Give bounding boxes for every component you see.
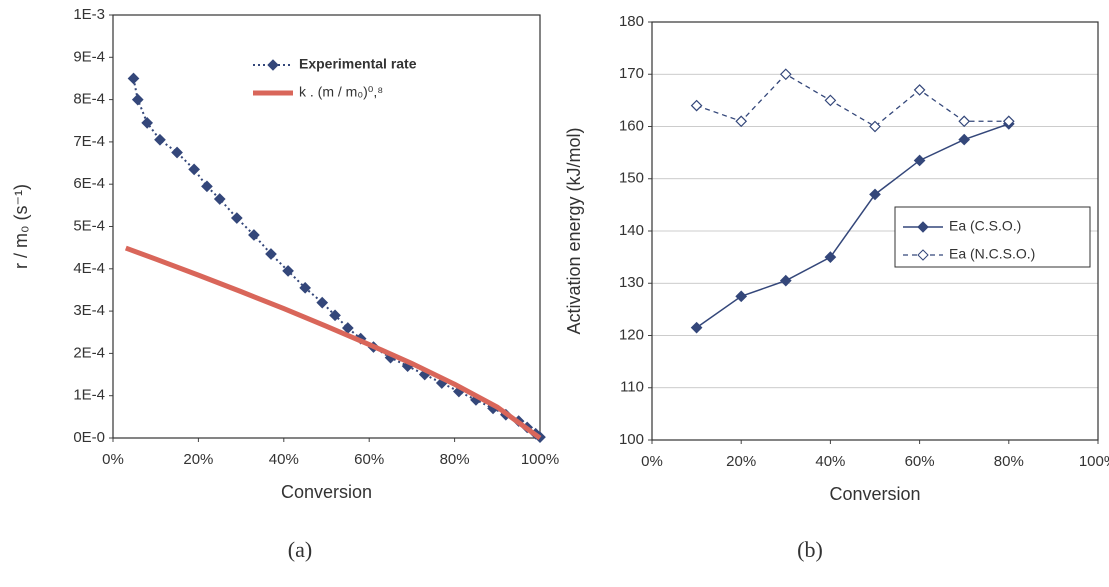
marker xyxy=(825,252,835,262)
x-tick-label: 100% xyxy=(521,451,559,468)
y-axis-label: Activation energy (kJ/mol) xyxy=(564,127,584,334)
x-tick-label: 0% xyxy=(641,453,663,470)
x-tick-label: 40% xyxy=(815,453,845,470)
marker xyxy=(155,135,165,145)
x-tick-label: 40% xyxy=(269,451,299,468)
x-tick-label: 0% xyxy=(102,451,124,468)
y-tick-label: 180 xyxy=(619,13,644,30)
marker xyxy=(172,147,182,157)
marker xyxy=(202,181,212,191)
y-tick-label: 2E-4 xyxy=(73,344,105,361)
caption: (a) xyxy=(288,537,312,562)
marker xyxy=(692,323,702,333)
y-tick-label: 170 xyxy=(619,65,644,82)
y-axis-label: r / m₀ (s⁻¹) xyxy=(11,184,31,269)
y-tick-label: 100 xyxy=(619,431,644,448)
y-tick-label: 3E-4 xyxy=(73,302,105,319)
y-tick-label: 130 xyxy=(619,274,644,291)
legend-marker xyxy=(268,60,278,70)
legend-label: k . (m / m₀)⁰,⁸ xyxy=(299,84,383,100)
marker xyxy=(189,164,199,174)
marker xyxy=(249,230,259,240)
caption: (b) xyxy=(797,537,823,562)
x-axis-label: Conversion xyxy=(281,482,372,502)
x-axis-label: Conversion xyxy=(829,484,920,504)
marker xyxy=(266,249,276,259)
marker xyxy=(128,73,138,83)
marker xyxy=(781,69,791,79)
y-tick-label: 8E-4 xyxy=(73,91,105,108)
legend-label: Ea (N.C.S.O.) xyxy=(949,246,1035,262)
marker xyxy=(959,116,969,126)
y-tick-label: 150 xyxy=(619,170,644,187)
y-tick-label: 140 xyxy=(619,222,644,239)
x-tick-label: 20% xyxy=(183,451,213,468)
marker xyxy=(781,276,791,286)
y-tick-label: 4E-4 xyxy=(73,260,105,277)
plot-frame xyxy=(113,15,540,438)
y-tick-label: 7E-4 xyxy=(73,133,105,150)
y-tick-label: 1E-4 xyxy=(73,387,105,404)
y-tick-label: 1E-3 xyxy=(73,6,105,23)
figure: 0E-0 1E-4 2E-4 3E-4 4E-4 5E-4 6E-4 7E-4 8E-4 9E-4… xyxy=(0,0,1109,582)
x-tick-label: 20% xyxy=(726,453,756,470)
marker xyxy=(133,95,143,105)
x-tick-label: 60% xyxy=(905,453,935,470)
x-tick-label: 80% xyxy=(440,451,470,468)
legend-label: Ea (C.S.O.) xyxy=(949,218,1021,234)
marker xyxy=(736,291,746,301)
series-line xyxy=(133,78,540,437)
y-tick-label: 5E-4 xyxy=(73,217,105,234)
marker xyxy=(692,101,702,111)
y-tick-label: 9E-4 xyxy=(73,48,105,65)
y-tick-label: 6E-4 xyxy=(73,175,105,192)
y-tick-label: 160 xyxy=(619,117,644,134)
marker xyxy=(232,213,242,223)
marker xyxy=(736,116,746,126)
marker xyxy=(215,194,225,204)
x-tick-label: 80% xyxy=(994,453,1024,470)
marker xyxy=(317,298,327,308)
y-tick-label: 120 xyxy=(619,326,644,343)
x-tick-label: 60% xyxy=(354,451,384,468)
marker xyxy=(915,85,925,95)
x-tick-label: 100% xyxy=(1079,453,1109,470)
legend-label: Experimental rate xyxy=(299,56,417,72)
y-tick-label: 110 xyxy=(620,379,644,396)
marker xyxy=(825,95,835,105)
y-tick-label: 0E-0 xyxy=(73,429,105,446)
series-line xyxy=(126,248,540,438)
marker xyxy=(959,135,969,145)
